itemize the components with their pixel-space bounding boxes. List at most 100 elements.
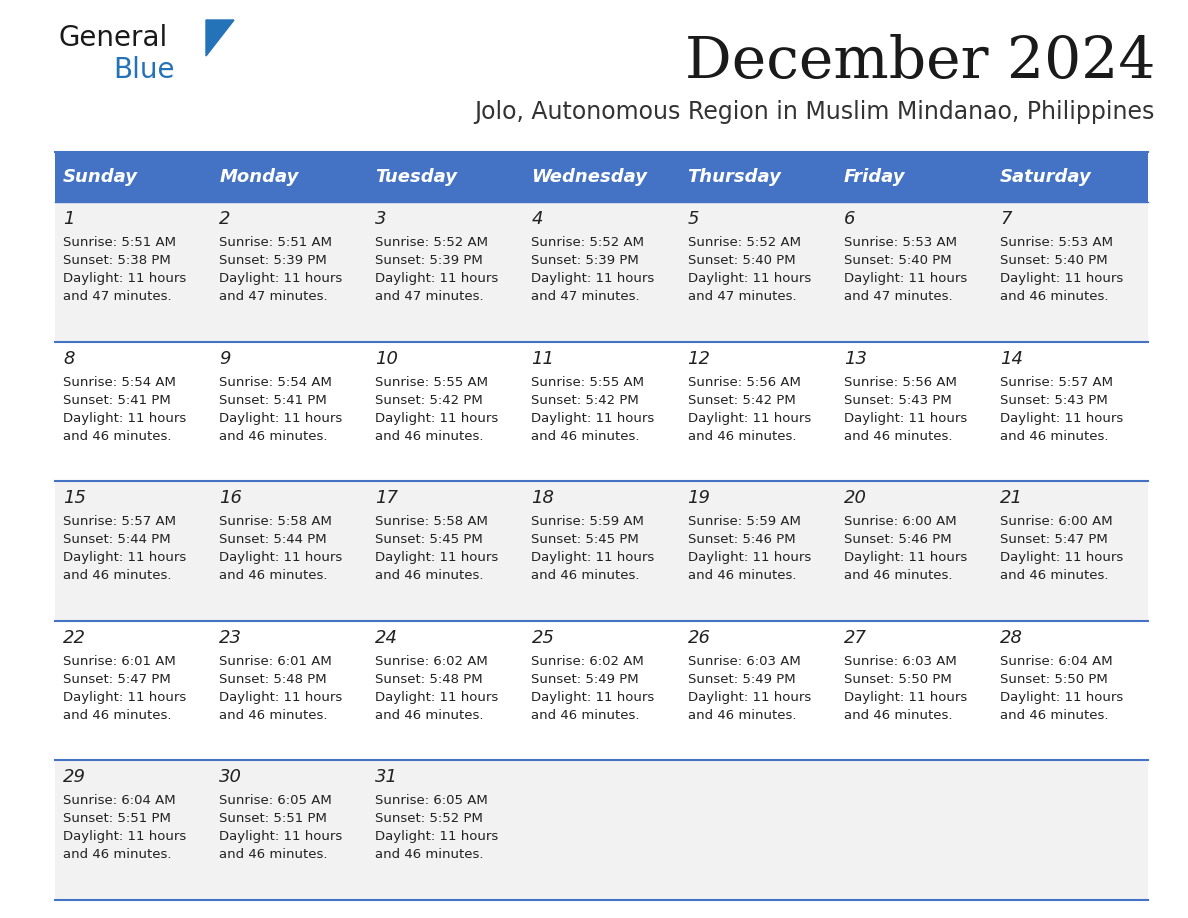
Text: Sunset: 5:49 PM: Sunset: 5:49 PM: [531, 673, 639, 686]
Text: Sunset: 5:39 PM: Sunset: 5:39 PM: [375, 254, 484, 267]
Text: and 46 minutes.: and 46 minutes.: [843, 709, 953, 722]
Text: Sunrise: 6:00 AM: Sunrise: 6:00 AM: [843, 515, 956, 528]
Text: Sunset: 5:38 PM: Sunset: 5:38 PM: [63, 254, 171, 267]
Text: Daylight: 11 hours: Daylight: 11 hours: [1000, 691, 1123, 704]
Text: Sunset: 5:43 PM: Sunset: 5:43 PM: [1000, 394, 1107, 407]
Bar: [367, 152, 524, 202]
Text: Daylight: 11 hours: Daylight: 11 hours: [688, 691, 811, 704]
Text: 13: 13: [843, 350, 867, 367]
Bar: [835, 481, 992, 621]
Text: and 46 minutes.: and 46 minutes.: [219, 430, 328, 442]
Text: 14: 14: [1000, 350, 1023, 367]
Bar: [835, 760, 992, 900]
Text: Sunrise: 6:04 AM: Sunrise: 6:04 AM: [63, 794, 176, 808]
Text: Sunset: 5:50 PM: Sunset: 5:50 PM: [843, 673, 952, 686]
Text: Sunrise: 5:58 AM: Sunrise: 5:58 AM: [375, 515, 488, 528]
Text: 30: 30: [219, 768, 242, 787]
Text: Sunrise: 5:52 AM: Sunrise: 5:52 AM: [375, 236, 488, 249]
Text: Daylight: 11 hours: Daylight: 11 hours: [1000, 411, 1123, 425]
Text: and 47 minutes.: and 47 minutes.: [375, 290, 484, 303]
Text: Daylight: 11 hours: Daylight: 11 hours: [531, 272, 655, 285]
Bar: [55, 152, 211, 202]
Text: 29: 29: [63, 768, 86, 787]
Text: Sunrise: 5:54 AM: Sunrise: 5:54 AM: [63, 375, 176, 388]
Text: Sunset: 5:41 PM: Sunset: 5:41 PM: [219, 394, 327, 407]
Text: 11: 11: [531, 350, 555, 367]
Text: Monday: Monday: [219, 168, 298, 186]
Text: Daylight: 11 hours: Daylight: 11 hours: [688, 411, 811, 425]
Text: Sunrise: 5:54 AM: Sunrise: 5:54 AM: [219, 375, 331, 388]
Text: Sunrise: 5:53 AM: Sunrise: 5:53 AM: [843, 236, 956, 249]
Text: Sunrise: 5:52 AM: Sunrise: 5:52 AM: [531, 236, 644, 249]
Text: 1: 1: [63, 210, 75, 228]
Bar: [55, 621, 211, 760]
Text: Daylight: 11 hours: Daylight: 11 hours: [843, 272, 967, 285]
Text: December 2024: December 2024: [684, 34, 1155, 90]
Text: 4: 4: [531, 210, 543, 228]
Text: Blue: Blue: [113, 56, 175, 84]
Text: Sunrise: 6:03 AM: Sunrise: 6:03 AM: [843, 655, 956, 667]
Text: Daylight: 11 hours: Daylight: 11 hours: [1000, 272, 1123, 285]
Text: Daylight: 11 hours: Daylight: 11 hours: [63, 691, 187, 704]
Bar: [680, 152, 835, 202]
Bar: [835, 621, 992, 760]
Text: Sunset: 5:42 PM: Sunset: 5:42 PM: [375, 394, 484, 407]
Bar: [211, 621, 367, 760]
Text: Sunset: 5:39 PM: Sunset: 5:39 PM: [531, 254, 639, 267]
Bar: [835, 202, 992, 341]
Text: 12: 12: [688, 350, 710, 367]
Bar: [992, 202, 1148, 341]
Text: 24: 24: [375, 629, 398, 647]
Text: Daylight: 11 hours: Daylight: 11 hours: [531, 411, 655, 425]
Text: and 46 minutes.: and 46 minutes.: [688, 569, 796, 582]
Text: and 46 minutes.: and 46 minutes.: [1000, 709, 1108, 722]
Text: and 46 minutes.: and 46 minutes.: [219, 709, 328, 722]
Text: Sunrise: 6:04 AM: Sunrise: 6:04 AM: [1000, 655, 1112, 667]
Text: Sunrise: 5:56 AM: Sunrise: 5:56 AM: [688, 375, 801, 388]
Bar: [211, 202, 367, 341]
Text: 15: 15: [63, 489, 86, 508]
Text: Daylight: 11 hours: Daylight: 11 hours: [1000, 551, 1123, 565]
Text: Daylight: 11 hours: Daylight: 11 hours: [219, 411, 342, 425]
Text: 22: 22: [63, 629, 86, 647]
Text: Sunset: 5:40 PM: Sunset: 5:40 PM: [1000, 254, 1107, 267]
Text: Daylight: 11 hours: Daylight: 11 hours: [688, 551, 811, 565]
Bar: [524, 152, 680, 202]
Bar: [524, 202, 680, 341]
Text: 23: 23: [219, 629, 242, 647]
Text: Sunday: Sunday: [63, 168, 138, 186]
Bar: [992, 481, 1148, 621]
Text: Sunset: 5:44 PM: Sunset: 5:44 PM: [63, 533, 171, 546]
Text: and 46 minutes.: and 46 minutes.: [843, 430, 953, 442]
Text: Tuesday: Tuesday: [375, 168, 457, 186]
Text: 17: 17: [375, 489, 398, 508]
Bar: [211, 760, 367, 900]
Text: Sunrise: 5:58 AM: Sunrise: 5:58 AM: [219, 515, 331, 528]
Text: Jolo, Autonomous Region in Muslim Mindanao, Philippines: Jolo, Autonomous Region in Muslim Mindan…: [475, 100, 1155, 124]
Text: 20: 20: [843, 489, 867, 508]
Text: Sunrise: 6:02 AM: Sunrise: 6:02 AM: [531, 655, 644, 667]
Text: 16: 16: [219, 489, 242, 508]
Text: 18: 18: [531, 489, 555, 508]
Bar: [992, 152, 1148, 202]
Text: 5: 5: [688, 210, 699, 228]
Text: Sunrise: 5:51 AM: Sunrise: 5:51 AM: [63, 236, 176, 249]
Text: Daylight: 11 hours: Daylight: 11 hours: [375, 691, 499, 704]
Bar: [992, 621, 1148, 760]
Bar: [835, 152, 992, 202]
Text: Sunset: 5:51 PM: Sunset: 5:51 PM: [219, 812, 327, 825]
Text: Sunrise: 5:56 AM: Sunrise: 5:56 AM: [843, 375, 956, 388]
Text: Daylight: 11 hours: Daylight: 11 hours: [375, 551, 499, 565]
Text: Sunrise: 6:02 AM: Sunrise: 6:02 AM: [375, 655, 488, 667]
Text: Daylight: 11 hours: Daylight: 11 hours: [843, 411, 967, 425]
Bar: [680, 202, 835, 341]
Text: and 46 minutes.: and 46 minutes.: [219, 569, 328, 582]
Text: Sunset: 5:44 PM: Sunset: 5:44 PM: [219, 533, 327, 546]
Text: 31: 31: [375, 768, 398, 787]
Text: Daylight: 11 hours: Daylight: 11 hours: [219, 691, 342, 704]
Text: and 46 minutes.: and 46 minutes.: [1000, 290, 1108, 303]
Text: Saturday: Saturday: [1000, 168, 1092, 186]
Text: Daylight: 11 hours: Daylight: 11 hours: [63, 411, 187, 425]
Text: 10: 10: [375, 350, 398, 367]
Text: 27: 27: [843, 629, 867, 647]
